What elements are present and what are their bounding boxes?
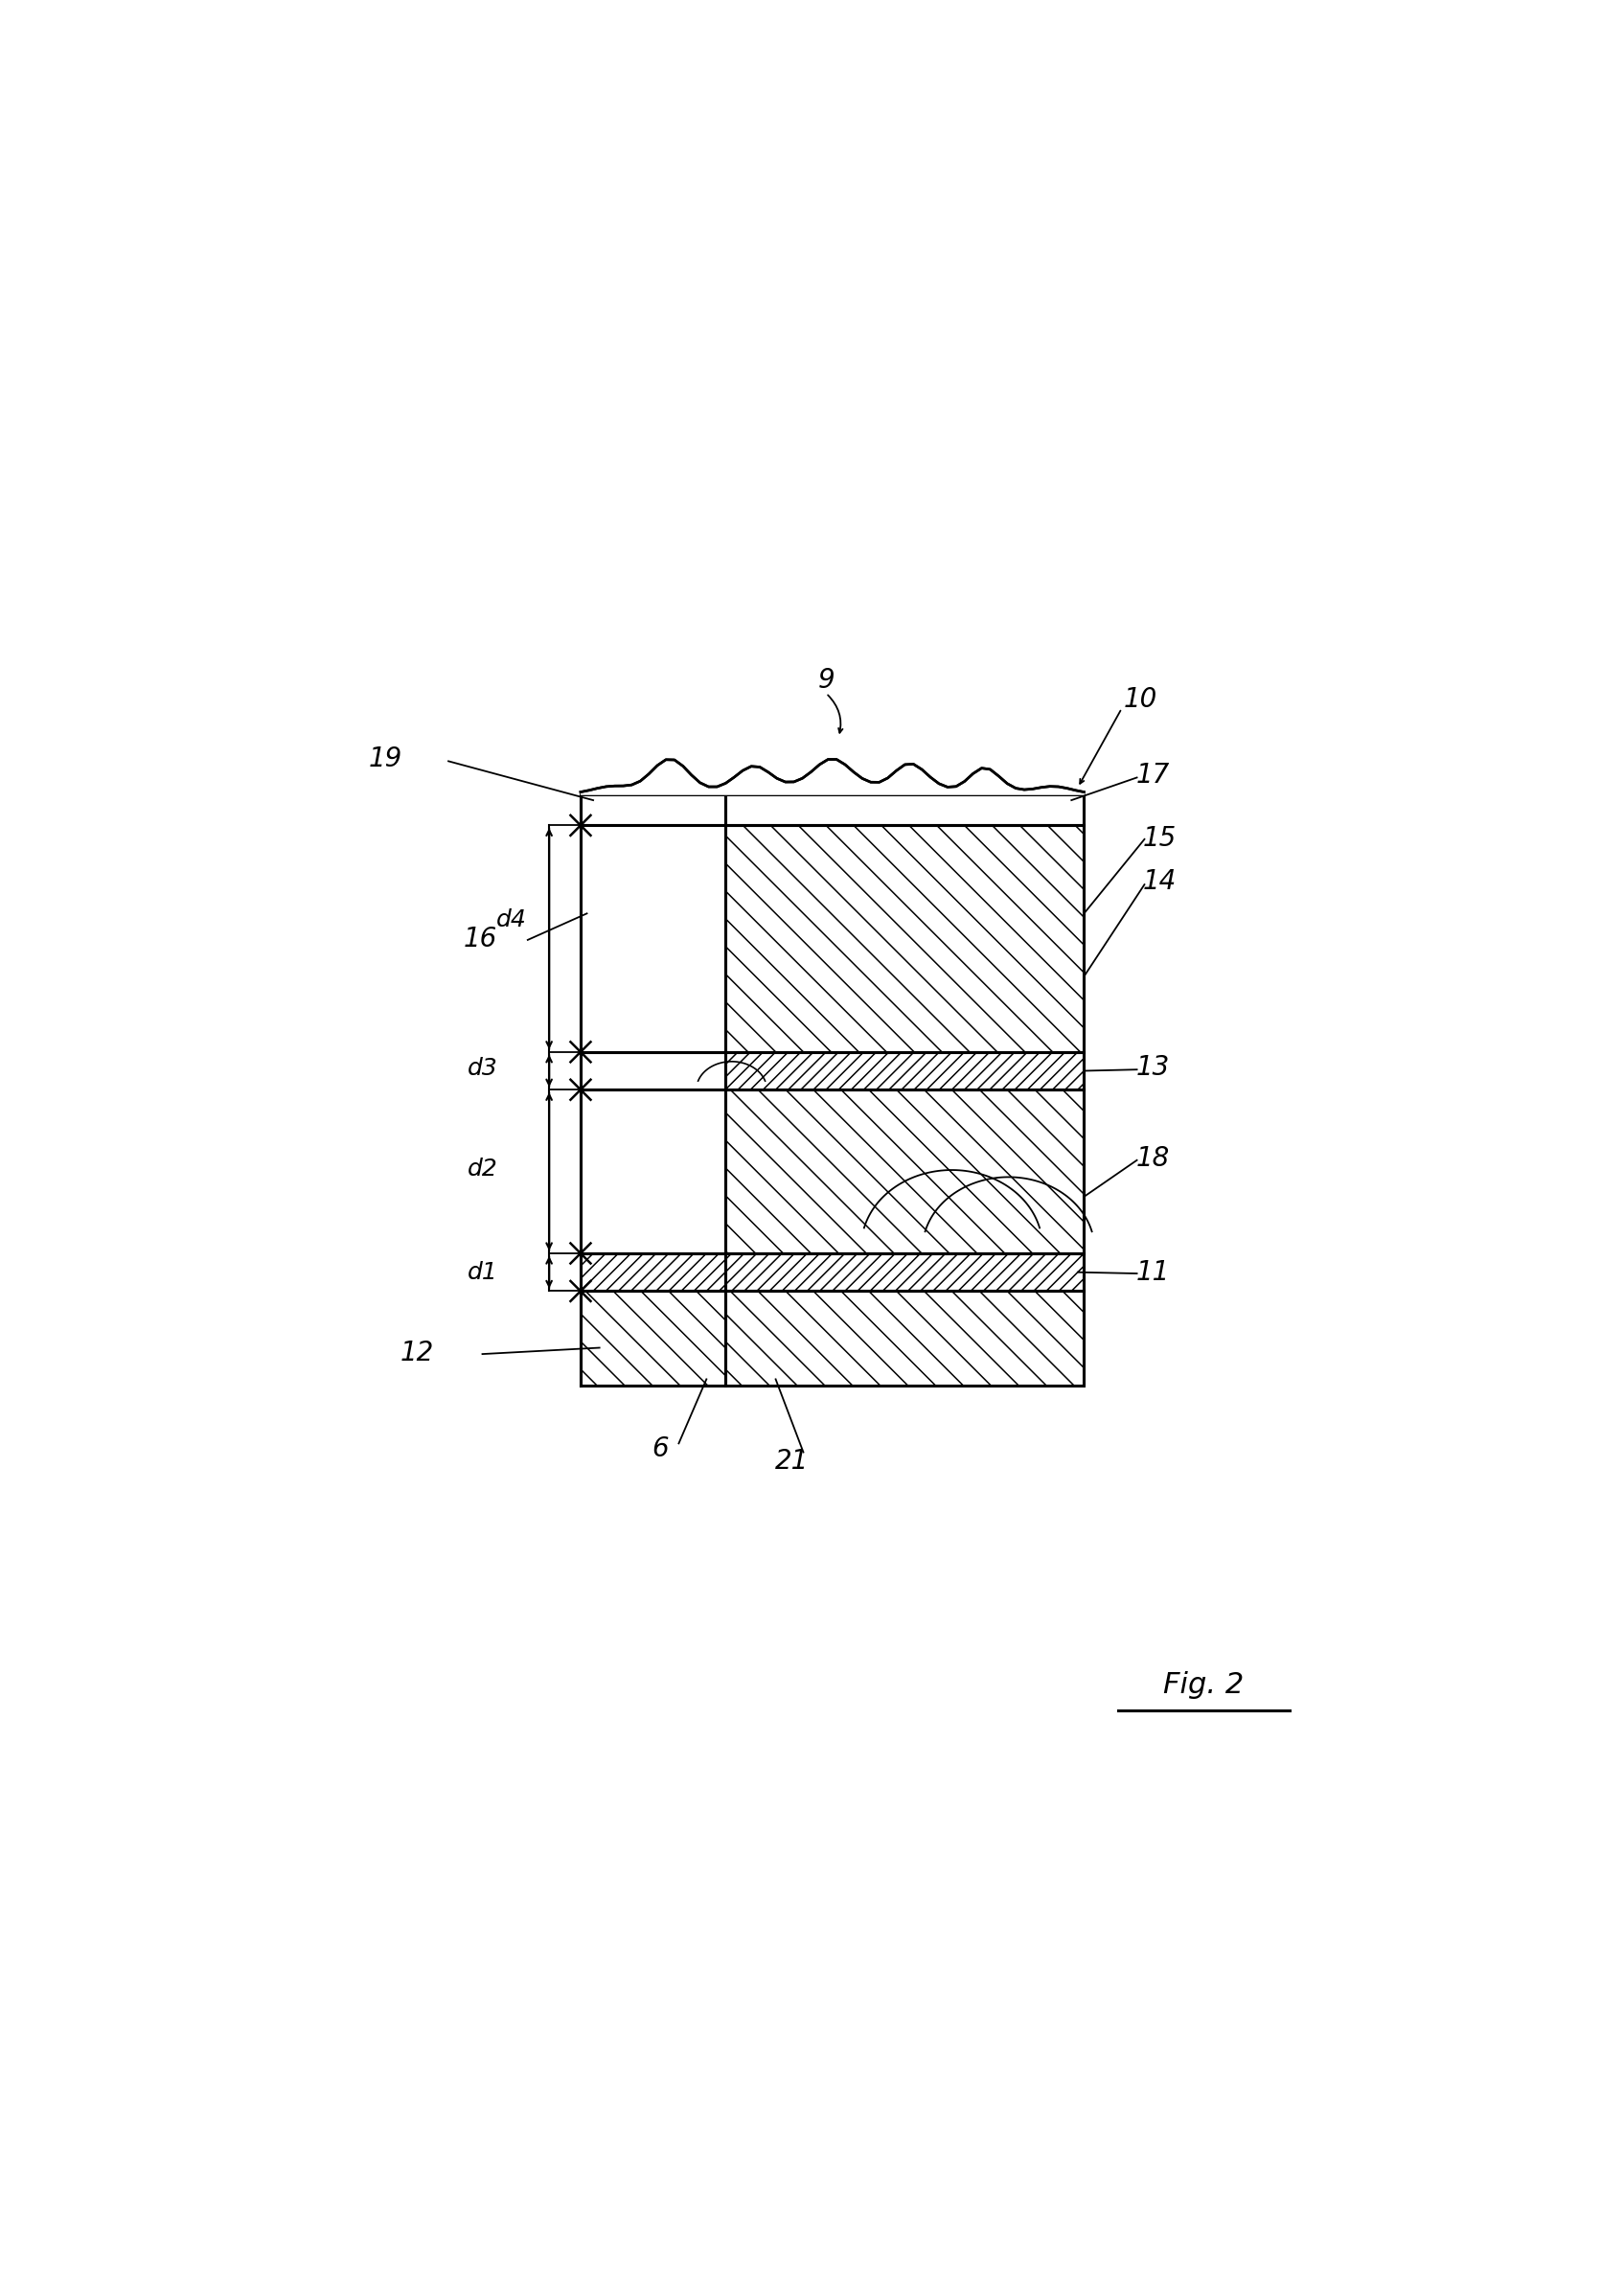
- Text: 15: 15: [1143, 824, 1176, 851]
- Text: 17: 17: [1137, 763, 1171, 788]
- Text: d3: d3: [468, 1058, 497, 1081]
- Text: 11: 11: [1137, 1260, 1171, 1285]
- Text: 16: 16: [463, 926, 497, 951]
- Text: 10: 10: [1124, 686, 1158, 713]
- Bar: [581, 1090, 726, 1253]
- Text: 21: 21: [775, 1448, 809, 1476]
- Text: d1: d1: [468, 1260, 497, 1285]
- Text: 14: 14: [1143, 869, 1176, 894]
- Text: 19: 19: [369, 745, 403, 772]
- Text: 6: 6: [651, 1435, 669, 1462]
- Text: Fig. 2: Fig. 2: [1163, 1671, 1244, 1698]
- Text: d4: d4: [497, 908, 526, 931]
- Text: d2: d2: [468, 1158, 497, 1180]
- Text: 18: 18: [1137, 1146, 1171, 1171]
- Text: 9: 9: [817, 667, 835, 695]
- Text: 12: 12: [400, 1339, 434, 1367]
- Bar: [581, 826, 726, 1051]
- Text: 13: 13: [1137, 1053, 1171, 1081]
